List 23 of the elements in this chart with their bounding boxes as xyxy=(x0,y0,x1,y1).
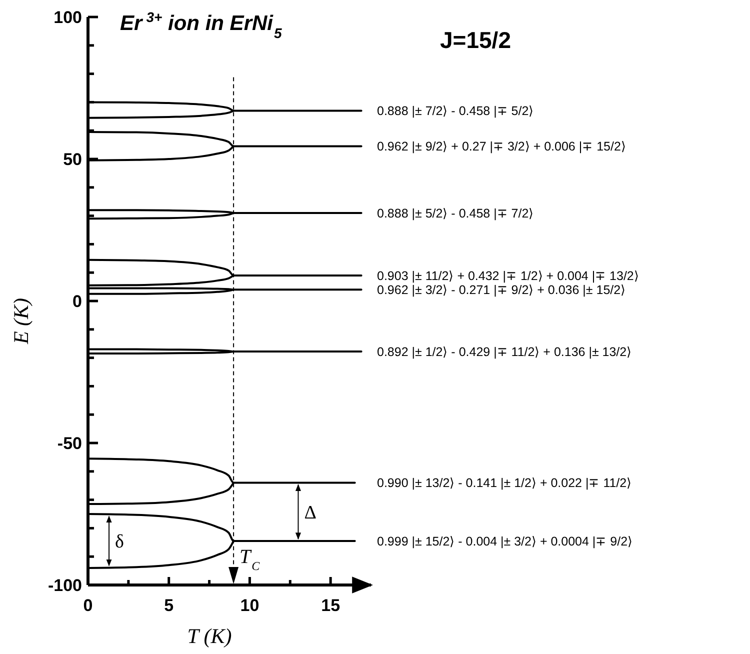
x-tick-label: 10 xyxy=(240,596,260,615)
annotation: 0.962 |± 9/2⟩ + 0.27 |∓ 3/2⟩ + 0.006 |∓ 15/2⟩ xyxy=(377,140,626,154)
annotation: 0.888 |± 7/2⟩ - 0.458 |∓ 5/2⟩ xyxy=(377,104,534,118)
annotation: Δ xyxy=(304,502,316,524)
x-axis-title: T (K) xyxy=(187,624,232,648)
y-tick-label: -50 xyxy=(57,434,82,453)
annotation: 0.892 |± 1/2⟩ - 0.429 |∓ 11/2⟩ + 0.136 |± 13/2⟩ xyxy=(377,344,632,359)
x-tick-label: 5 xyxy=(164,596,174,615)
annotation: 0.962 |± 3/2⟩ - 0.271 |∓ 9/2⟩ + 0.036 |± 15/2⟩ xyxy=(377,283,626,298)
y-tick-label: 50 xyxy=(63,150,82,169)
annotation: 0.999 |± 15/2⟩ - 0.004 |± 3/2⟩ + 0.0004 |∓ 9/2⟩ xyxy=(377,534,633,548)
x-tick-label: 15 xyxy=(321,596,340,615)
ref-line-label: T$_{C}$ xyxy=(240,546,261,573)
y-tick-label: 0 xyxy=(72,292,82,311)
text: J=15/2 xyxy=(440,27,511,53)
y-tick-label: -100 xyxy=(48,576,82,595)
y-axis-title: E (K) xyxy=(9,298,33,346)
y-tick-label: 100 xyxy=(54,8,82,27)
annotation: 0.990 |± 13/2⟩ - 0.141 |± 1/2⟩ + 0.022 |∓ 11/2⟩ xyxy=(377,476,632,490)
chart-title: Er$^{3+}$ ion in ErNi$_{5}$ xyxy=(120,9,282,41)
annotation: 0.903 |± 11/2⟩ + 0.432 |∓ 1/2⟩ + 0.004 |∓ 13/2⟩ xyxy=(377,268,639,283)
annotation: δ xyxy=(115,532,124,553)
annotation: 0.888 |± 5/2⟩ - 0.458 |∓ 7/2⟩ xyxy=(377,206,534,220)
